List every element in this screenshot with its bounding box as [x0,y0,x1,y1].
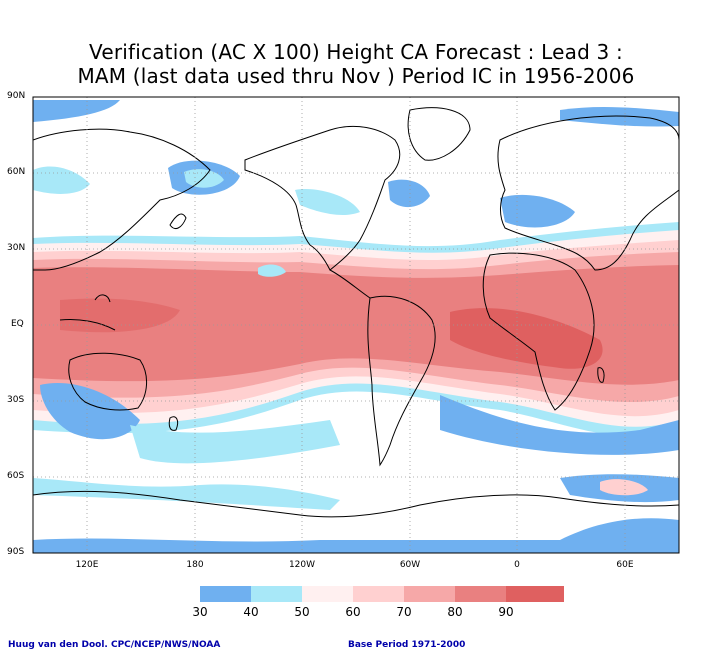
blob-antarctic-1 [33,478,340,510]
lat-label-90s: 90S [7,547,25,557]
colorbar-label-40: 40 [243,605,259,619]
blob-sa-pink [600,479,648,496]
lat-label-60n: 60N [7,167,26,177]
colorbar-swatch-4 [353,586,404,602]
lat-label-90n: 90N [7,91,26,101]
blob-s-ocean-2 [130,420,340,464]
lat-label-60s: 60S [7,471,25,481]
footer-credit: Huug van den Dool. CPC/NCEP/NWS/NOAA [8,640,221,650]
colorbar [200,586,564,602]
band-max [450,308,603,369]
lon-label-120e: 120E [75,560,99,570]
colorbar-label-70: 70 [396,605,412,619]
band-max-2 [60,298,180,333]
colorbar-label-80: 80 [447,605,463,619]
blob-canada [295,189,360,215]
grid-lines [33,97,679,553]
skill-field [33,97,679,553]
colorbar-swatch-1 [200,586,251,602]
colorbar-swatch-6 [455,586,506,602]
colorbar-swatch-5 [404,586,455,602]
colorbar-swatch-7 [506,586,564,602]
blob-antarctic-3 [33,518,679,553]
coastlines [33,107,679,518]
lon-label-0: 0 [514,560,520,570]
lon-label-180: 180 [186,560,204,570]
blob-s-ocean-1 [40,383,140,440]
blob-atl [388,179,430,208]
colorbar-swatch-2 [251,586,302,602]
lon-label-120w: 120W [288,560,316,570]
blob-arctic-1 [33,100,120,122]
colorbar-swatch-3 [302,586,353,602]
lon-label-60e: 60E [616,560,634,570]
colorbar-label-50: 50 [294,605,310,619]
blob-europe [500,194,575,228]
blob-pac-in [184,169,224,188]
colorbar-label-60: 60 [345,605,361,619]
lat-label-30n: 30N [7,243,26,253]
lat-label-30s: 30S [7,395,25,405]
blob-arctic-2 [560,106,679,127]
colorbar-label-90: 90 [498,605,514,619]
footer-base-period: Base Period 1971-2000 [348,640,466,650]
blob-ne-pac [258,264,286,277]
lon-label-60w: 60W [399,560,421,570]
blob-s-ocean-3 [440,395,679,455]
title-line-2: MAM (last data used thru Nov ) Period IC… [77,64,635,88]
lat-label-eq: EQ [11,319,24,329]
title-line-1: Verification (AC X 100) Height CA Foreca… [89,40,623,64]
colorbar-label-30: 30 [192,605,208,619]
map-frame [32,96,680,554]
blob-asia-n [33,166,90,194]
